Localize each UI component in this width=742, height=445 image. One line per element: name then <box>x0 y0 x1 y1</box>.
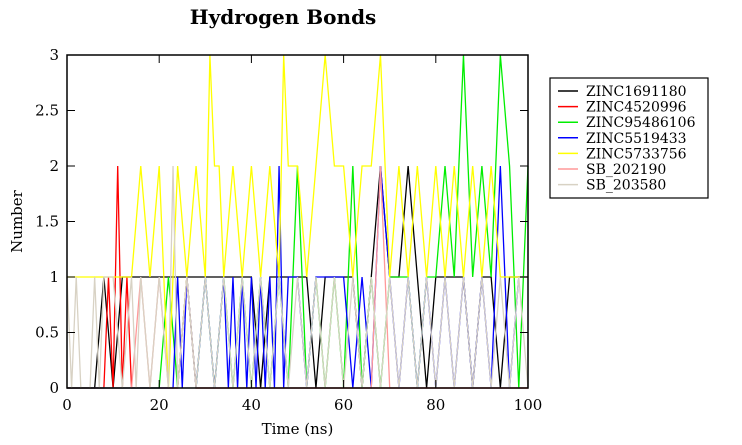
y-tick-label: 3 <box>49 46 59 64</box>
x-tick-label: 80 <box>426 396 445 414</box>
legend-label-2: ZINC4520996 <box>586 100 687 116</box>
legend: ZINC1691180ZINC4520996ZINC95486106ZINC55… <box>549 77 709 199</box>
legend-items: ZINC1691180ZINC4520996ZINC95486106ZINC55… <box>558 84 696 194</box>
legend-label-6: SB_202190 <box>586 162 666 178</box>
y-tick-label: 0 <box>49 379 59 397</box>
legend-label-3: ZINC95486106 <box>586 115 696 131</box>
legend-label-7: SB_203580 <box>586 178 666 194</box>
legend-label-4: ZINC5519433 <box>586 131 687 147</box>
legend-label-5: ZINC5733756 <box>586 146 687 162</box>
x-axis-label: Time (ns) <box>262 420 334 438</box>
y-tick-label: 2.5 <box>35 102 59 120</box>
series-line-5 <box>67 54 528 389</box>
x-axis-ticks: 0 20 40 60 80 100 <box>62 55 542 414</box>
x-tick-label: 60 <box>334 396 353 414</box>
x-tick-label: 0 <box>62 396 72 414</box>
x-tick-label: 40 <box>242 396 261 414</box>
x-tick-label: 20 <box>150 396 169 414</box>
chart-title: Hydrogen Bonds <box>190 5 377 29</box>
legend-label-1: ZINC1691180 <box>586 84 687 100</box>
plot-series-group <box>66 54 529 389</box>
x-tick-label: 100 <box>514 396 543 414</box>
y-tick-label: 1 <box>49 268 59 286</box>
y-axis-label: Number <box>8 189 26 252</box>
y-tick-label: 0.5 <box>35 324 59 342</box>
y-tick-label: 2 <box>49 157 59 175</box>
y-axis-ticks: 0 0.5 1 1.5 2 2.5 3 <box>35 46 528 397</box>
y-tick-label: 1.5 <box>35 213 59 231</box>
